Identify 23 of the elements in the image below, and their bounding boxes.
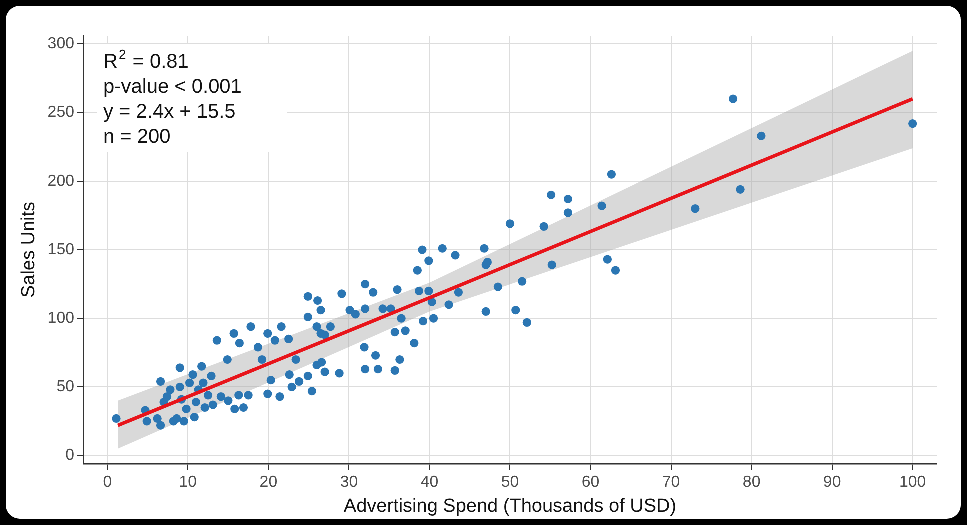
x-tick-label: 30	[340, 474, 358, 492]
x-tick-label: 10	[179, 474, 198, 492]
x-tick-label: 60	[582, 474, 600, 492]
x-axis-title: Advertising Spend (Thousands of USD)	[344, 496, 677, 517]
y-tick-label: 50	[56, 378, 75, 396]
x-tick-label: 40	[420, 474, 439, 492]
annotation: n = 200	[103, 126, 171, 148]
y-tick-label: 150	[48, 241, 75, 258]
x-tick-label: 20	[260, 474, 278, 492]
x-tick-label: 100	[899, 474, 926, 492]
y-axis-title: Sales Units	[18, 202, 40, 298]
x-tick-label: 70	[662, 474, 680, 492]
x-tick-label: 50	[501, 474, 520, 492]
y-tick-label: 300	[48, 36, 75, 53]
x-tick-label: 90	[823, 474, 842, 492]
y-tick-label: 100	[48, 310, 75, 327]
annotation: p-value < 0.001	[103, 76, 242, 98]
y-tick-label: 250	[48, 104, 75, 122]
x-tick-label: 0	[103, 474, 112, 492]
annotation: y = 2.4x + 15.5	[103, 101, 236, 123]
y-tick-label: 0	[66, 447, 75, 464]
x-tick-label: 80	[742, 474, 761, 492]
y-tick-label: 200	[48, 172, 75, 190]
